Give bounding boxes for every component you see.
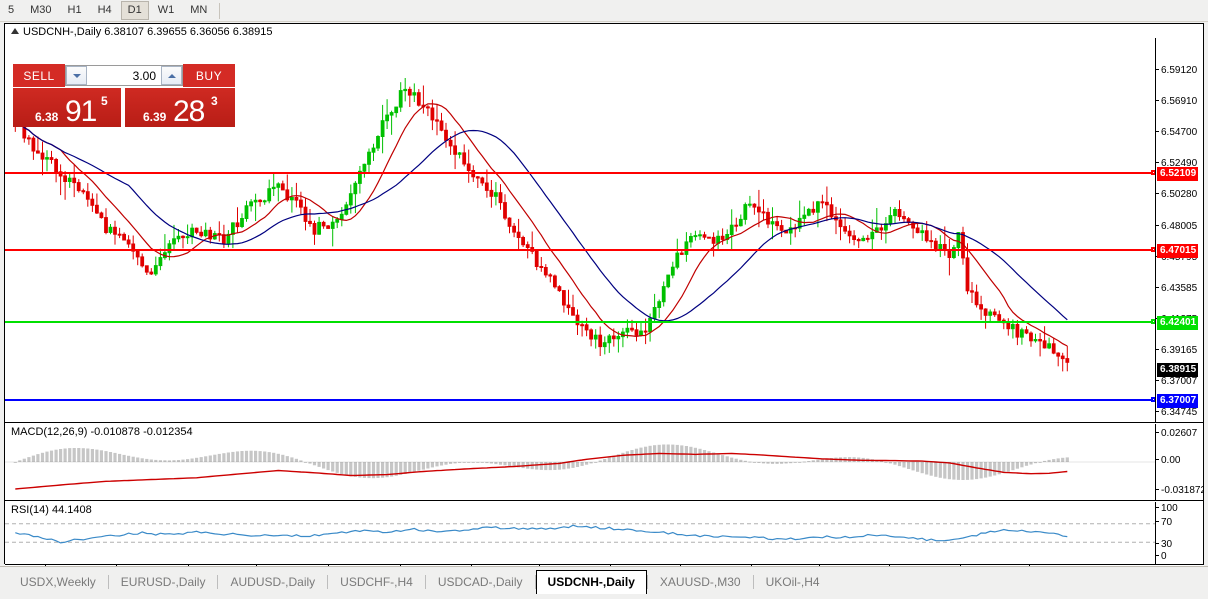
price-tick: 6.56910 — [1156, 97, 1197, 107]
pane-divider-1 — [5, 422, 1203, 423]
sell-price-integer: 6.38 — [35, 110, 59, 124]
macd-plot-area[interactable]: MACD(12,26,9) -0.010878 -0.012354 — [5, 424, 1155, 500]
chart-tab-audusd-daily[interactable]: AUDUSD-,Daily — [230, 575, 316, 589]
rsi-chart — [5, 523, 1155, 544]
sell-button[interactable]: SELL — [13, 64, 65, 87]
tab-divider — [217, 575, 219, 589]
rsi-pane[interactable]: RSI(14) 44.1408 100 70 30 0 — [5, 502, 1203, 564]
tab-divider — [752, 575, 754, 589]
tab-divider — [646, 575, 648, 589]
macd-tick: 0.02607 — [1156, 429, 1197, 439]
rsi-label: RSI(14) 44.1408 — [11, 504, 92, 516]
collapse-triangle-icon[interactable] — [11, 28, 19, 34]
timeframe-m30[interactable]: M30 — [30, 4, 52, 16]
price-tick: 6.52490 — [1156, 159, 1197, 169]
timeframe-h4[interactable]: H4 — [97, 4, 112, 16]
price-tick: 6.50280 — [1156, 190, 1197, 200]
timeframe-h1[interactable]: H1 — [67, 4, 82, 16]
price-level-line[interactable] — [5, 170, 1156, 175]
rsi-tick: 30 — [1156, 540, 1172, 550]
price-tag-red[interactable]: 6.47015 — [1157, 244, 1199, 258]
one-click-trading-panel[interactable]: SELL 3.00 BUY 6.38 91 5 6.39 28 — [13, 64, 235, 127]
one-click-controls-row: SELL 3.00 BUY — [13, 64, 235, 87]
macd-tick: -0.031872 — [1156, 486, 1203, 496]
chart-tab-xauusd-m30[interactable]: XAUUSD-,M30 — [659, 575, 741, 589]
chart-tab-ukoil-h4[interactable]: UKOil-,H4 — [765, 575, 820, 589]
price-level-line[interactable] — [5, 247, 1156, 252]
candlestick-chart — [13, 78, 1070, 372]
volume-increase-button[interactable] — [161, 66, 182, 85]
chart-title-bar: USDCNH-,Daily 6.38107 6.39655 6.36056 6.… — [11, 26, 273, 38]
volume-stepper[interactable]: 3.00 — [65, 65, 183, 86]
price-tick: 6.34745 — [1156, 408, 1197, 418]
chart-tabs: USDX,Weekly EURUSD-,Daily AUDUSD-,Daily USD… — [8, 570, 832, 594]
chevron-down-icon — [72, 73, 81, 78]
tab-divider — [107, 575, 109, 589]
toolbar-divider — [219, 2, 221, 19]
buy-price-fraction: 3 — [211, 94, 218, 108]
pane-divider-2 — [5, 500, 1203, 501]
volume-decrease-button[interactable] — [66, 66, 87, 85]
timeframe-toolbar: 5 M30 H1 H4 D1 W1 MN — [0, 0, 1208, 22]
tab-divider — [424, 575, 426, 589]
timeframe-w1[interactable]: W1 — [157, 4, 175, 16]
timeframe-5[interactable]: 5 — [8, 4, 15, 16]
buy-button[interactable]: BUY — [183, 64, 235, 87]
macd-tick: 0.00 — [1156, 456, 1180, 466]
chart-tab-bar: USDX,Weekly EURUSD-,Daily AUDUSD-,Daily USD… — [0, 566, 1208, 599]
chart-window[interactable]: USDCNH-,Daily 6.38107 6.39655 6.36056 6.… — [4, 23, 1204, 583]
tab-divider — [327, 575, 329, 589]
price-tick: 6.54700 — [1156, 128, 1197, 138]
chevron-up-icon — [167, 73, 176, 78]
macd-chart — [5, 444, 1155, 490]
rsi-axis: 100 70 30 0 — [1155, 502, 1203, 564]
rsi-plot-area[interactable]: RSI(14) 44.1408 — [5, 502, 1155, 564]
timeframe-mn[interactable]: MN — [190, 4, 208, 16]
price-tick: 6.48005 — [1156, 222, 1197, 232]
price-tick: 6.37007 — [1156, 377, 1197, 387]
chart-tab-usdx-weekly[interactable]: USDX,Weekly — [20, 575, 96, 589]
price-axis[interactable]: 6.59120 6.56910 6.54700 6.52490 6.50280 6.480… — [1155, 38, 1203, 422]
timeframe-d1[interactable]: D1 — [120, 1, 149, 20]
macd-pane[interactable]: MACD(12,26,9) -0.010878 -0.012354 0.0260… — [5, 424, 1203, 500]
price-tick: 6.59120 — [1156, 66, 1197, 76]
price-level-line[interactable] — [5, 397, 1156, 402]
sell-price-pips: 91 — [65, 95, 97, 127]
rsi-tick: 0 — [1156, 552, 1167, 562]
price-tick: 6.39165 — [1156, 346, 1197, 356]
chart-title-text: USDCNH-,Daily 6.38107 6.39655 6.36056 6.… — [23, 26, 273, 38]
price-tick: 6.43585 — [1156, 284, 1197, 294]
buy-price-integer: 6.39 — [143, 110, 167, 124]
chart-tab-usdcad-daily[interactable]: USDCAD-,Daily — [437, 575, 523, 589]
sell-price-display[interactable]: 6.38 91 5 — [13, 88, 121, 127]
price-plot-area[interactable] — [5, 38, 1156, 422]
buy-price-pips: 28 — [173, 95, 205, 127]
tab-divider — [534, 575, 536, 589]
volume-value[interactable]: 3.00 — [132, 68, 156, 83]
macd-label: MACD(12,26,9) -0.010878 -0.012354 — [11, 426, 193, 438]
rsi-tick: 70 — [1156, 518, 1172, 528]
chart-tab-eurusd-daily[interactable]: EURUSD-,Daily — [120, 575, 206, 589]
chart-tab-usdcnh-daily[interactable]: USDCNH-,Daily — [535, 570, 647, 594]
rsi-tick: 100 — [1156, 504, 1178, 514]
timeframe-buttons: 5 M30 H1 H4 D1 W1 MN — [0, 0, 224, 21]
price-tag-green[interactable]: 6.42401 — [1157, 316, 1199, 330]
macd-axis: 0.02607 0.00 -0.031872 — [1155, 424, 1203, 500]
buy-price-display[interactable]: 6.39 28 3 — [125, 88, 235, 127]
price-level-line[interactable] — [5, 319, 1156, 324]
price-tag-red[interactable]: 6.52109 — [1157, 167, 1199, 181]
price-tag-black[interactable]: 6.38915 — [1157, 363, 1199, 377]
sell-price-fraction: 5 — [101, 94, 108, 108]
chart-tab-usdchf-h4[interactable]: USDCHF-,H4 — [340, 575, 413, 589]
price-tag-blue[interactable]: 6.37007 — [1157, 394, 1199, 408]
